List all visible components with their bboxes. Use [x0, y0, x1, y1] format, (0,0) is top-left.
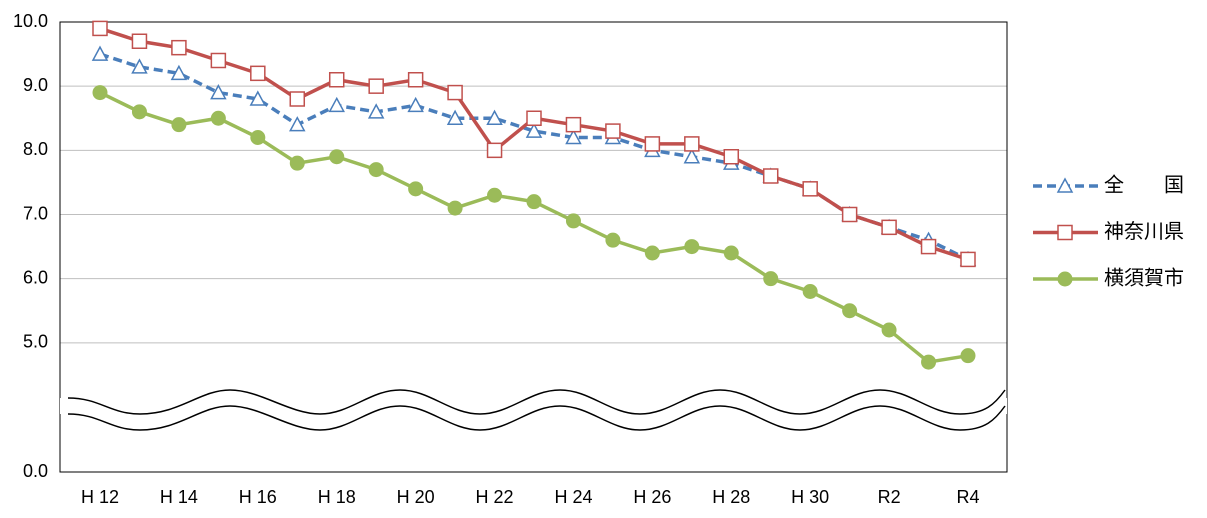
marker — [210, 110, 226, 126]
marker — [487, 187, 503, 203]
marker — [328, 96, 345, 113]
label-layer: 0.0 5.0 6.0 7.0 8.0 9.0 10.0 H 12 H 14 H 16 H 18 H … — [13, 11, 980, 507]
marker — [446, 109, 464, 125]
marker — [486, 142, 503, 159]
marker — [921, 354, 937, 370]
marker — [289, 116, 306, 132]
marker — [684, 136, 700, 152]
marker — [171, 39, 187, 56]
marker — [368, 162, 384, 178]
marker — [447, 200, 463, 216]
marker — [289, 155, 305, 171]
axis-break-line — [67, 405, 1006, 431]
marker — [92, 20, 108, 37]
marker — [447, 84, 463, 101]
marker — [841, 206, 858, 223]
y-tick-label: 10.0 — [13, 11, 48, 31]
marker — [960, 251, 976, 268]
marker — [250, 130, 266, 145]
marker — [565, 128, 582, 145]
marker — [367, 103, 385, 119]
marker — [407, 72, 424, 88]
marker — [684, 239, 700, 255]
marker — [408, 181, 424, 197]
marker — [920, 238, 937, 255]
legend-label: 横須賀市 — [1104, 266, 1184, 289]
series-layer — [91, 20, 977, 370]
x-tick-label: H 18 — [318, 487, 356, 507]
marker — [723, 149, 740, 165]
marker — [960, 348, 976, 364]
marker — [329, 149, 345, 165]
y-tick-label: 6.0 — [23, 267, 48, 287]
legend-label: 神奈川県 — [1104, 220, 1184, 243]
marker — [763, 271, 779, 287]
x-tick-label: H 12 — [81, 487, 119, 507]
marker — [249, 90, 267, 106]
marker — [210, 84, 227, 100]
marker — [210, 52, 227, 69]
marker — [407, 96, 424, 113]
marker — [565, 116, 582, 133]
axis-break-line — [67, 389, 1006, 415]
x-tick-label: H 30 — [791, 487, 829, 507]
marker — [131, 58, 148, 74]
marker — [131, 104, 147, 120]
x-tick-label: H 20 — [397, 487, 435, 507]
marker — [91, 45, 109, 61]
legend-label: 全 国 — [1104, 173, 1184, 196]
marker — [644, 245, 660, 261]
marker — [881, 322, 897, 338]
marker — [526, 194, 542, 210]
marker — [881, 219, 897, 236]
series-line — [99, 26, 969, 262]
marker — [644, 136, 661, 152]
y-tick-label: 5.0 — [23, 332, 48, 352]
y-tick-label: 8.0 — [23, 139, 48, 159]
marker — [92, 85, 108, 101]
y-tick-label: 7.0 — [23, 203, 48, 223]
series-line — [99, 52, 969, 261]
marker — [525, 122, 543, 138]
axis-break-fill — [60, 390, 1007, 430]
x-tick-label: H 16 — [239, 487, 277, 507]
marker — [526, 110, 542, 126]
plot-frame — [59, 21, 1008, 473]
marker — [170, 64, 188, 81]
x-tick-label: H 28 — [712, 487, 750, 507]
y-tick-label: 9.0 — [23, 75, 48, 95]
marker — [605, 232, 621, 248]
x-tick-label: H 22 — [476, 487, 514, 507]
marker — [131, 33, 148, 49]
marker — [1056, 177, 1074, 193]
marker — [328, 72, 345, 88]
marker — [289, 91, 306, 107]
marker — [565, 213, 581, 229]
marker — [250, 65, 266, 82]
x-tick-label: H 14 — [160, 487, 198, 507]
x-tick-label: H 26 — [633, 487, 671, 507]
marker — [683, 148, 701, 164]
marker — [171, 117, 187, 133]
marker — [1057, 224, 1073, 241]
marker — [802, 284, 818, 299]
marker — [762, 168, 779, 184]
y-tick-label: 0.0 — [23, 461, 48, 481]
x-tick-label: H 24 — [554, 487, 592, 507]
marker — [605, 123, 621, 139]
marker — [486, 109, 503, 125]
marker — [802, 181, 818, 197]
x-tick-label: R4 — [956, 487, 979, 507]
marker — [368, 78, 384, 94]
marker — [723, 245, 739, 261]
marker — [842, 303, 858, 319]
marker — [1057, 271, 1073, 287]
x-tick-label: R2 — [878, 487, 901, 507]
